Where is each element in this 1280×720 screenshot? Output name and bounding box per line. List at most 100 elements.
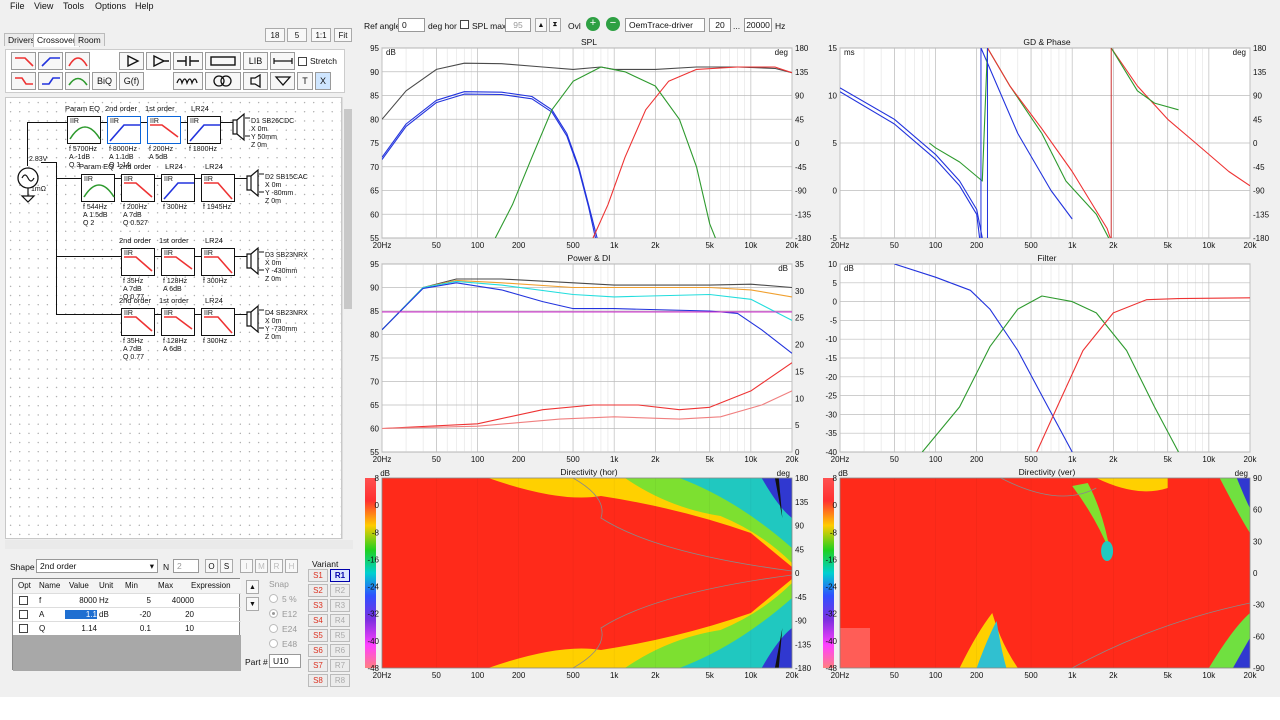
lowpass-red-button[interactable] bbox=[11, 52, 36, 70]
capacitor-button[interactable] bbox=[173, 52, 203, 70]
add-overlay-icon[interactable]: + bbox=[586, 17, 600, 31]
wire-button[interactable] bbox=[270, 52, 295, 70]
filter-block[interactable]: IIR bbox=[67, 116, 101, 144]
filter-block[interactable]: IIR bbox=[201, 248, 235, 276]
schematic-scrollbar[interactable] bbox=[342, 97, 352, 539]
library-button[interactable]: LIB bbox=[243, 52, 268, 70]
ref-angle-field[interactable]: 0 bbox=[398, 18, 425, 32]
allpass-red-button[interactable] bbox=[11, 72, 36, 90]
spl-spin-button[interactable]: ▲ bbox=[535, 18, 547, 32]
i-button[interactable]: I bbox=[240, 559, 253, 573]
table-row[interactable]: A 1.1 dB -20 20 bbox=[13, 607, 241, 621]
move-up-button[interactable]: ▲ bbox=[246, 580, 259, 594]
m-button[interactable]: M bbox=[255, 559, 268, 573]
zoom-fit-button[interactable]: Fit bbox=[334, 28, 352, 42]
overlay-trace-field[interactable]: OemTrace-driver bbox=[625, 18, 705, 32]
inductor-button[interactable] bbox=[173, 72, 203, 90]
shelf-blue-button[interactable] bbox=[38, 72, 63, 90]
opt-checkbox[interactable] bbox=[19, 596, 28, 605]
gf-button[interactable]: G(f) bbox=[119, 72, 144, 90]
table-row[interactable]: f 8000 Hz 5 40000 bbox=[13, 593, 241, 607]
opt-checkbox[interactable] bbox=[19, 610, 28, 619]
snap-radio[interactable] bbox=[269, 594, 278, 603]
ground-button[interactable] bbox=[270, 72, 295, 90]
variant-s-button[interactable]: S4 bbox=[308, 614, 328, 627]
filter-block[interactable]: IIR bbox=[161, 248, 195, 276]
part-number-field[interactable]: U10 bbox=[269, 654, 301, 668]
freq-low-field[interactable]: 20 bbox=[709, 18, 731, 32]
parameter-table[interactable]: Opt Name Value Unit Min Max Expression f 8000 Hz 5… bbox=[12, 578, 241, 671]
filter-block[interactable]: IIR bbox=[161, 308, 195, 336]
highpass-blue-button[interactable] bbox=[38, 52, 63, 70]
peq-green-button[interactable] bbox=[65, 72, 90, 90]
tab-room[interactable]: Room bbox=[74, 33, 105, 46]
r-button[interactable]: R bbox=[270, 559, 283, 573]
filter-block[interactable]: IIR bbox=[121, 308, 155, 336]
param-value[interactable]: 8000 bbox=[79, 596, 97, 605]
variant-r-button[interactable]: R1 bbox=[330, 569, 350, 582]
filter-block[interactable]: IIR bbox=[121, 248, 155, 276]
filter-block[interactable]: IIR bbox=[161, 174, 195, 202]
o-button[interactable]: O bbox=[205, 559, 218, 573]
param-min[interactable]: 0.1 bbox=[139, 624, 151, 633]
table-row[interactable]: Q 1.14 0.1 10 bbox=[13, 621, 241, 635]
move-down-button[interactable]: ▼ bbox=[246, 597, 259, 611]
stretch-checkbox[interactable] bbox=[298, 57, 307, 66]
freq-high-field[interactable]: 20000 bbox=[744, 18, 772, 32]
spl-max-checkbox[interactable] bbox=[460, 20, 469, 29]
biquad-button[interactable]: BiQ bbox=[92, 72, 117, 90]
variant-r-button[interactable]: R3 bbox=[330, 599, 350, 612]
s-button[interactable]: S bbox=[220, 559, 233, 573]
variant-r-button[interactable]: R4 bbox=[330, 614, 350, 627]
param-value[interactable]: 1.14 bbox=[81, 624, 97, 633]
filter-block[interactable]: IIR bbox=[81, 174, 115, 202]
variant-r-button[interactable]: R2 bbox=[330, 584, 350, 597]
menu-options[interactable]: Options bbox=[95, 1, 127, 11]
opamp-button[interactable] bbox=[146, 52, 171, 70]
zoom-ratio-button[interactable]: 1:1 bbox=[311, 28, 331, 42]
param-max[interactable]: 40000 bbox=[171, 596, 194, 605]
crossover-schematic[interactable]: 2.83V 1mΩ Param EQ IIR f 5700Hz A -1dB Q 3 2n… bbox=[5, 97, 342, 539]
menu-help[interactable]: Help bbox=[135, 1, 154, 11]
snap-radio[interactable] bbox=[269, 609, 278, 618]
param-max[interactable]: 20 bbox=[185, 610, 194, 619]
spl-reset-button[interactable]: ⧗ bbox=[549, 18, 561, 32]
variant-s-button[interactable]: S5 bbox=[308, 629, 328, 642]
opt-checkbox[interactable] bbox=[19, 624, 28, 633]
text-tool-button[interactable]: T bbox=[297, 72, 313, 90]
param-min[interactable]: -20 bbox=[139, 610, 151, 619]
remove-overlay-icon[interactable]: − bbox=[606, 17, 620, 31]
buffer-button[interactable] bbox=[119, 52, 144, 70]
scrollbar-thumb[interactable] bbox=[344, 109, 352, 309]
variant-s-button[interactable]: S7 bbox=[308, 659, 328, 672]
param-value[interactable]: 1.1 bbox=[65, 610, 97, 619]
speaker-button[interactable] bbox=[243, 72, 268, 90]
param-min[interactable]: 5 bbox=[146, 596, 151, 605]
snap-radio[interactable] bbox=[269, 639, 278, 648]
bandpass-red-button[interactable] bbox=[65, 52, 90, 70]
zoom-value-button[interactable]: 18 bbox=[265, 28, 285, 42]
menu-view[interactable]: View bbox=[34, 1, 54, 11]
filter-block[interactable]: IIR bbox=[201, 308, 235, 336]
filter-block[interactable]: IIR bbox=[121, 174, 155, 202]
variant-s-button[interactable]: S2 bbox=[308, 584, 328, 597]
variant-r-button[interactable]: R7 bbox=[330, 659, 350, 672]
tab-crossover[interactable]: Crossover bbox=[33, 33, 80, 47]
snap-radio[interactable] bbox=[269, 624, 278, 633]
variant-s-button[interactable]: S6 bbox=[308, 644, 328, 657]
menu-tools[interactable]: Tools bbox=[63, 1, 85, 11]
variant-r-button[interactable]: R5 bbox=[330, 629, 350, 642]
resistor-button[interactable] bbox=[205, 52, 241, 70]
variant-s-button[interactable]: S3 bbox=[308, 599, 328, 612]
variant-r-button[interactable]: R8 bbox=[330, 674, 350, 687]
transformer-button[interactable] bbox=[205, 72, 241, 90]
variant-s-button[interactable]: S8 bbox=[308, 674, 328, 687]
variant-s-button[interactable]: S1 bbox=[308, 569, 328, 582]
filter-block[interactable]: IIR bbox=[107, 116, 141, 144]
h-button[interactable]: H bbox=[285, 559, 298, 573]
variant-r-button[interactable]: R6 bbox=[330, 644, 350, 657]
horizontal-scrollbar[interactable] bbox=[5, 540, 353, 549]
param-max[interactable]: 10 bbox=[185, 624, 194, 633]
filter-block[interactable]: IIR bbox=[187, 116, 221, 144]
filter-block[interactable]: IIR bbox=[201, 174, 235, 202]
